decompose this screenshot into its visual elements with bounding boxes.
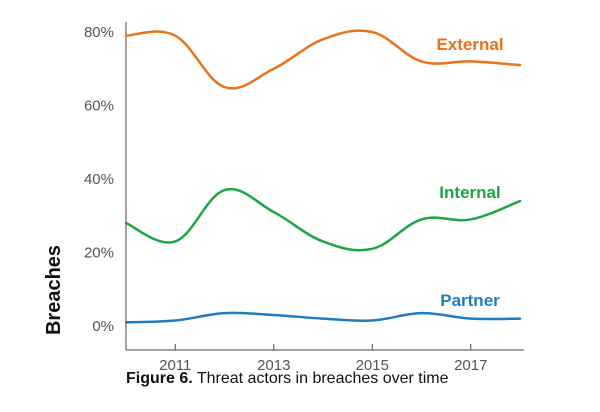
series-label-internal: Internal <box>439 183 500 202</box>
series-line-internal <box>124 187 522 252</box>
x-tick-label: 2011 <box>159 357 191 374</box>
x-tick-label: 2013 <box>257 357 290 374</box>
figure-caption: Figure 6. Threat actors in breaches over… <box>126 370 449 388</box>
y-tick-label: 0% <box>92 318 114 335</box>
y-axis-title: Breaches <box>43 245 65 335</box>
series-line-partner <box>124 311 522 324</box>
series-line-external <box>124 29 522 90</box>
caption-text: Threat actors in breaches over time <box>192 370 449 387</box>
y-tick-label: 40% <box>84 171 114 188</box>
axes: 0% 20% 40% 60% 80% 2011 2013 2015 2017 <box>84 22 524 374</box>
series-label-partner: Partner <box>440 291 500 310</box>
caption-label: Figure 6. <box>126 370 193 387</box>
series-lines <box>124 29 522 324</box>
y-tick-label: 80% <box>84 24 114 41</box>
y-tick-label: 20% <box>84 245 114 262</box>
series-labels: External Internal Partner <box>436 35 503 310</box>
y-tick-label: 60% <box>84 98 114 115</box>
x-tick-label: 2017 <box>454 357 487 374</box>
series-label-external: External <box>436 35 503 54</box>
x-tick-label: 2015 <box>356 357 389 374</box>
